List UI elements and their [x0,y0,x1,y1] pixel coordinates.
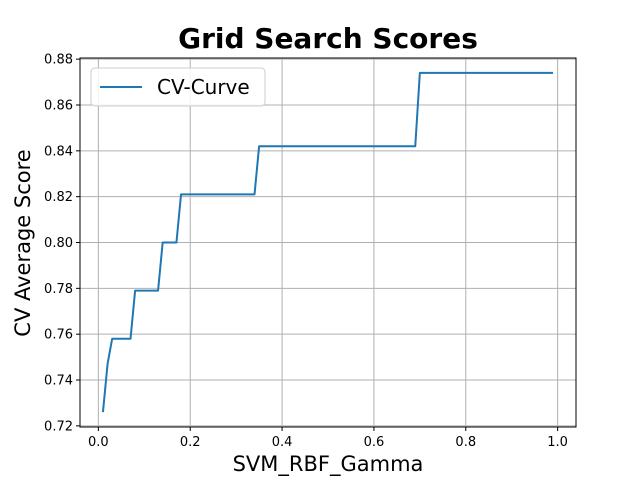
legend: CV-Curve [90,67,266,107]
y-tick-label: 0.86 [44,98,73,113]
series-lines [101,71,554,413]
y-tick-label: 0.76 [44,328,73,343]
x-tick-label: 0.6 [364,435,385,450]
y-tick-label: 0.80 [44,236,73,251]
x-tick-label: 0.4 [272,435,293,450]
y-axis-ticks: 0.72 0.74 0.76 0.78 0.80 0.82 0.84 0.86 0.88 [44,53,80,434]
y-tick-label: 0.88 [44,53,73,68]
series-line-cv-curve [101,71,554,413]
x-tick-label: 0.0 [88,435,109,450]
y-tick-label: 0.84 [44,144,73,159]
legend-box [90,67,266,107]
y-tick-label: 0.72 [44,419,73,434]
x-axis-label: SVM_RBF_Gamma [233,452,424,477]
x-axis-ticks: 0.0 0.2 0.4 0.6 0.8 1.0 [88,427,568,450]
x-tick-label: 0.8 [455,435,476,450]
grid-lines [80,58,576,427]
chart-title: Grid Search Scores [178,22,478,55]
x-tick-label: 1.0 [547,435,568,450]
legend-label: CV-Curve [157,75,250,99]
y-tick-label: 0.74 [44,374,73,389]
x-tick-label: 0.2 [180,435,201,450]
y-axis-label: CV Average Score [11,149,35,336]
y-tick-label: 0.78 [44,282,73,297]
y-tick-label: 0.82 [44,190,73,205]
